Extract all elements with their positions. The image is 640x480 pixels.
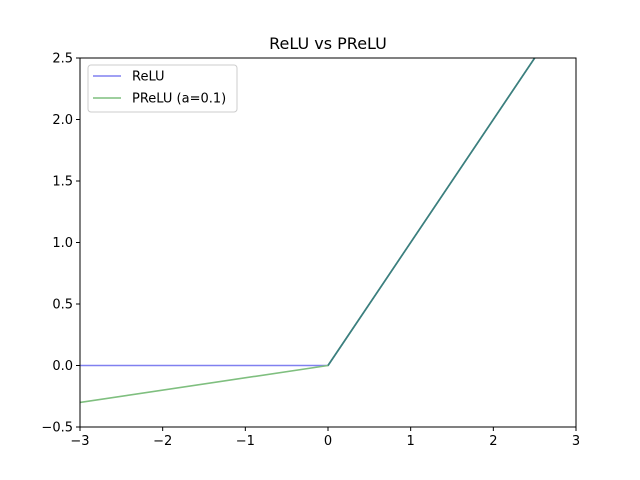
legend-label: ReLU bbox=[132, 70, 165, 85]
legend-box bbox=[87, 64, 238, 113]
x-tick-label: −1 bbox=[236, 434, 255, 449]
x-axis: −3 −2 −1 0 1 2 3 bbox=[70, 427, 580, 449]
x-tick-label: 0 bbox=[324, 434, 332, 449]
y-axis: −0.5 0.0 0.5 1.0 1.5 2.0 2.5 bbox=[41, 52, 80, 436]
y-tick-label: −0.5 bbox=[41, 421, 73, 436]
series-line-prelu bbox=[80, 58, 536, 404]
x-tick-label: −3 bbox=[70, 434, 89, 449]
y-tick-label: 0.5 bbox=[52, 298, 73, 313]
y-tick-label: 2.0 bbox=[52, 113, 73, 128]
y-tick-label: 1.5 bbox=[52, 175, 73, 190]
legend: ReLU PReLU (a=0.1) bbox=[87, 64, 238, 113]
series-layer bbox=[80, 58, 536, 404]
x-tick-label: 2 bbox=[489, 434, 497, 449]
x-tick-label: 1 bbox=[407, 434, 415, 449]
series-overlap-line bbox=[327, 58, 536, 366]
x-tick-label: −2 bbox=[153, 434, 172, 449]
y-tick-label: 2.5 bbox=[52, 52, 73, 67]
chart-title: ReLU vs PReLU bbox=[269, 34, 387, 53]
y-tick-label: 0.0 bbox=[52, 359, 73, 374]
y-tick-label: 1.0 bbox=[52, 236, 73, 251]
plot-frame bbox=[79, 57, 577, 428]
x-tick-label: 3 bbox=[572, 434, 580, 449]
series-line-relu bbox=[80, 58, 536, 367]
legend-label: PReLU (a=0.1) bbox=[132, 92, 226, 107]
